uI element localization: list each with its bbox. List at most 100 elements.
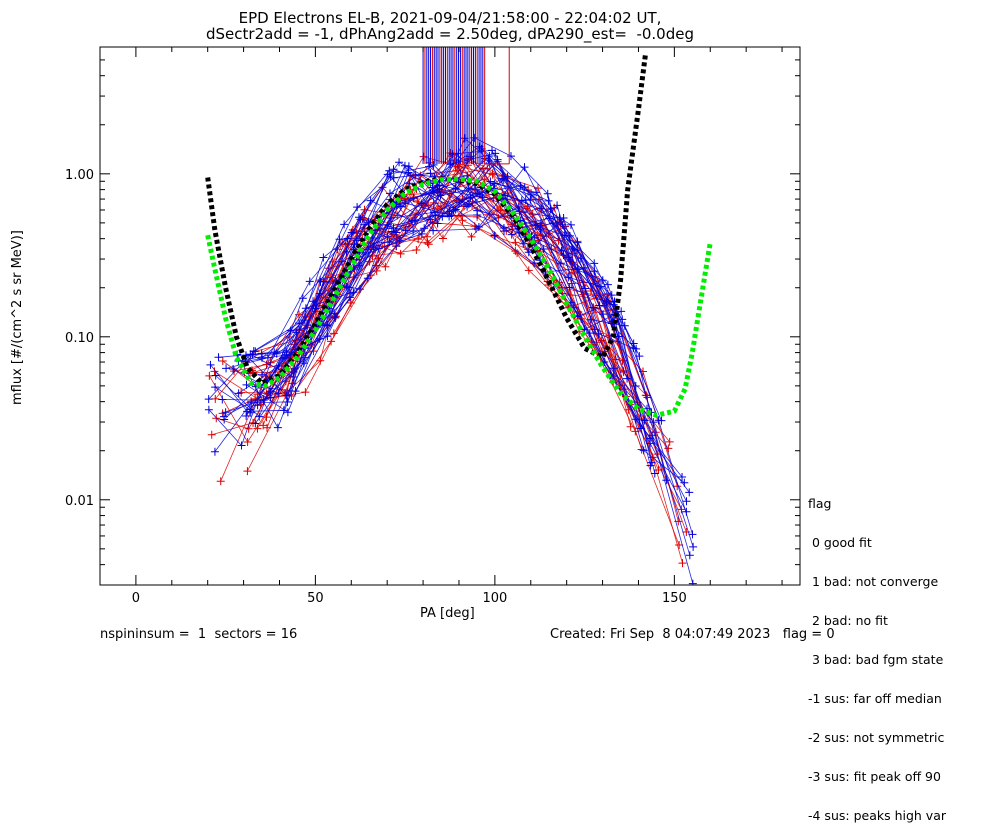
data-point-marker bbox=[204, 395, 213, 404]
data-point-marker bbox=[387, 227, 396, 236]
data-point-marker bbox=[682, 497, 691, 506]
data-point-marker bbox=[473, 206, 482, 215]
data-point-marker bbox=[243, 467, 252, 476]
data-point-marker bbox=[211, 383, 220, 392]
data-point-marker bbox=[485, 152, 494, 161]
data-point-marker bbox=[689, 542, 698, 551]
data-point-marker bbox=[564, 273, 573, 282]
data-point-marker bbox=[305, 277, 314, 286]
y-tick-label: 0.01 bbox=[65, 494, 94, 509]
data-point-marker bbox=[381, 262, 390, 271]
data-point-marker bbox=[272, 349, 281, 358]
data-point-marker bbox=[662, 476, 671, 485]
sector-trace-line bbox=[262, 199, 687, 533]
data-point-marker bbox=[417, 229, 426, 238]
data-point-marker bbox=[559, 213, 568, 222]
footer-created-info: Created: Fri Sep 8 04:07:49 2023 flag = … bbox=[550, 627, 835, 642]
sector-trace-line bbox=[208, 146, 616, 400]
data-point-marker bbox=[678, 472, 687, 481]
data-point-marker bbox=[455, 198, 464, 207]
data-point-marker bbox=[433, 219, 442, 228]
data-point-marker bbox=[635, 352, 644, 361]
y-tick-label: 1.00 bbox=[65, 168, 94, 183]
data-point-marker bbox=[249, 347, 258, 356]
plot-area: 0 50 100 150 0.01 0.10 1.00 bbox=[65, 46, 801, 606]
legend-title: flag bbox=[808, 496, 832, 511]
data-point-marker bbox=[385, 166, 394, 175]
data-point-marker bbox=[463, 171, 472, 180]
legend-entry: 1 bad: not converge bbox=[808, 574, 939, 589]
sector-trace-line bbox=[252, 161, 621, 386]
data-point-marker bbox=[420, 224, 429, 233]
data-point-marker bbox=[543, 189, 552, 198]
data-point-marker bbox=[496, 205, 505, 214]
data-point-marker bbox=[340, 220, 349, 229]
data-point-marker bbox=[553, 201, 562, 210]
data-point-marker bbox=[426, 169, 435, 178]
data-point-marker bbox=[682, 507, 691, 516]
data-point-marker bbox=[242, 412, 251, 421]
data-point-marker bbox=[526, 195, 535, 204]
data-point-marker bbox=[216, 477, 225, 486]
data-point-marker bbox=[356, 215, 365, 224]
x-tick-label: 100 bbox=[482, 591, 507, 606]
data-point-marker bbox=[426, 215, 435, 224]
sector-trace-line bbox=[236, 186, 685, 484]
legend-entry: -4 sus: peaks high var bbox=[808, 808, 947, 823]
legend-entry: -1 sus: far off median bbox=[808, 691, 942, 706]
data-point-marker bbox=[283, 397, 292, 406]
legend-entry: -2 sus: not symmetric bbox=[808, 730, 945, 745]
data-point-marker bbox=[685, 488, 694, 497]
data-point-marker bbox=[423, 238, 432, 247]
legend-entry: 2 bad: no fit bbox=[808, 613, 888, 628]
sector-trace-line bbox=[223, 177, 642, 429]
data-point-marker bbox=[383, 232, 392, 241]
data-point-marker bbox=[280, 353, 289, 362]
data-point-marker bbox=[490, 231, 499, 240]
data-point-marker bbox=[590, 267, 599, 276]
data-point-marker bbox=[219, 412, 228, 421]
data-point-marker bbox=[410, 216, 419, 225]
data-point-marker bbox=[389, 165, 398, 174]
sector-trace-line bbox=[214, 168, 624, 401]
legend-entry: 0 good fit bbox=[808, 535, 872, 550]
data-point-marker bbox=[401, 199, 410, 208]
sector-trace-line bbox=[245, 163, 694, 584]
flag-legend: flag 0 good fit 1 bad: not converge 2 ba… bbox=[808, 471, 946, 835]
data-point-marker bbox=[557, 246, 566, 255]
data-point-marker bbox=[400, 161, 409, 170]
data-point-marker bbox=[520, 183, 529, 192]
data-layer bbox=[204, 47, 713, 585]
data-point-marker bbox=[451, 184, 460, 193]
legend-entry: -3 sus: fit peak off 90 bbox=[808, 769, 941, 784]
sector-trace-line bbox=[238, 161, 600, 394]
data-point-marker bbox=[354, 213, 363, 222]
data-point-marker bbox=[273, 423, 282, 432]
data-point-marker bbox=[218, 356, 227, 365]
data-point-marker bbox=[629, 344, 638, 353]
chart-title: EPD Electrons EL-B, 2021-09-04/21:58:00 … bbox=[238, 9, 662, 27]
data-point-marker bbox=[665, 437, 674, 446]
data-point-marker bbox=[274, 389, 283, 398]
data-point-marker bbox=[566, 220, 575, 229]
axes-layer: 0 50 100 150 0.01 0.10 1.00 bbox=[65, 46, 801, 606]
data-point-marker bbox=[207, 430, 216, 439]
data-point-marker bbox=[345, 293, 354, 302]
data-point-marker bbox=[618, 315, 627, 324]
data-point-marker bbox=[363, 274, 372, 283]
data-point-marker bbox=[519, 239, 528, 248]
data-point-marker bbox=[637, 445, 646, 454]
data-point-marker bbox=[266, 387, 275, 396]
data-point-marker bbox=[259, 421, 268, 430]
data-point-marker bbox=[234, 389, 243, 398]
data-point-marker bbox=[631, 382, 640, 391]
data-point-marker bbox=[682, 527, 691, 536]
data-point-marker bbox=[409, 226, 418, 235]
data-point-marker bbox=[389, 173, 398, 182]
data-point-marker bbox=[607, 291, 616, 300]
data-point-marker bbox=[214, 353, 223, 362]
data-point-marker bbox=[353, 203, 362, 212]
sector-trace-line bbox=[245, 165, 613, 362]
data-point-marker bbox=[530, 259, 539, 268]
data-point-marker bbox=[688, 579, 697, 585]
